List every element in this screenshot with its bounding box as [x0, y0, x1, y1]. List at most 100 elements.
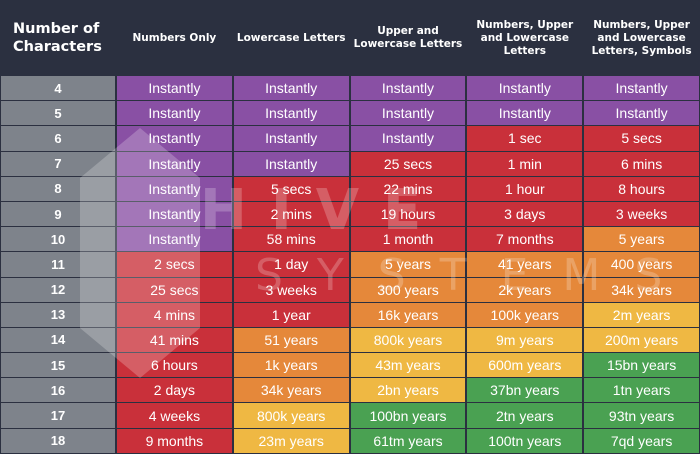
crack-time-cell: Instantly: [233, 151, 349, 176]
crack-time-cell: Instantly: [350, 76, 466, 101]
crack-time-cell: 7qd years: [584, 428, 699, 453]
crack-time-cell: Instantly: [117, 101, 232, 126]
crack-time-cell: 1tn years: [584, 378, 699, 403]
crack-time-cell: 16k years: [350, 302, 466, 327]
character-count: 9: [1, 201, 115, 227]
crack-time-cell: 1 min: [467, 151, 583, 176]
crack-time-cell: 3 weeks: [233, 277, 349, 302]
crack-time-cell: Instantly: [117, 151, 232, 176]
crack-time-cell: 23m years: [233, 428, 349, 453]
crack-time-cell: Instantly: [233, 76, 349, 101]
crack-time-cell: 4 mins: [117, 302, 232, 327]
crack-time-cell: 300 years: [350, 277, 466, 302]
crack-time-cell: 5 secs: [233, 176, 349, 201]
crack-time-cell: 5 secs: [584, 126, 699, 151]
crack-time-cell: 25 secs: [350, 151, 466, 176]
crack-time-cell: 100bn years: [350, 403, 466, 428]
character-count: 10: [1, 227, 115, 252]
table-row: 6 Instantly Instantly Instantly 1 sec 5 secs: [1, 126, 699, 151]
crack-time-cell: 34k years: [584, 277, 699, 302]
crack-time-cell: Instantly: [584, 101, 699, 126]
table-row: 18 9 months 23m years 61tm years 100tn years…: [1, 428, 699, 453]
crack-time-cell: 4 weeks: [117, 403, 232, 428]
header-lowercase: Lowercase Letters: [233, 1, 349, 75]
crack-time-cell: Instantly: [233, 101, 349, 126]
header-numbers-upper-lower: Numbers, Upper and Lowercase Letters: [467, 1, 583, 75]
character-count: 18: [1, 428, 115, 453]
crack-time-cell: 3 days: [467, 201, 583, 227]
character-count: 11: [1, 252, 115, 277]
crack-time-cell: Instantly: [350, 101, 466, 126]
crack-time-cell: Instantly: [117, 76, 232, 101]
header-numbers-only: Numbers Only: [117, 1, 232, 75]
table-row: 12 25 secs 3 weeks 300 years 2k years 34k yea…: [1, 277, 699, 302]
crack-time-cell: 1 hour: [467, 176, 583, 201]
table-row: 10 Instantly 58 mins 1 month 7 months 5 years: [1, 227, 699, 252]
character-count: 7: [1, 151, 115, 176]
crack-time-cell: 600m years: [467, 353, 583, 378]
crack-time-cell: 1k years: [233, 353, 349, 378]
crack-time-cell: 2bn years: [350, 378, 466, 403]
crack-time-cell: 34k years: [233, 378, 349, 403]
header-number-of-characters: Number of Characters: [1, 1, 115, 75]
table-row: 4 Instantly Instantly Instantly Instantly Ins…: [1, 76, 699, 101]
crack-time-cell: Instantly: [117, 201, 232, 227]
crack-time-cell: Instantly: [233, 126, 349, 151]
table-row: 15 6 hours 1k years 43m years 600m years 15bn…: [1, 353, 699, 378]
character-count: 8: [1, 176, 115, 201]
crack-time-cell: 800k years: [350, 327, 466, 353]
crack-time-cell: 1 day: [233, 252, 349, 277]
crack-time-cell: 200m years: [584, 327, 699, 353]
crack-time-cell: 2 secs: [117, 252, 232, 277]
crack-time-cell: 7 months: [467, 227, 583, 252]
crack-time-cell: 5 years: [350, 252, 466, 277]
crack-time-cell: 400 years: [584, 252, 699, 277]
crack-time-cell: 93tn years: [584, 403, 699, 428]
crack-time-cell: 1 sec: [467, 126, 583, 151]
crack-time-cell: 19 hours: [350, 201, 466, 227]
crack-time-cell: Instantly: [350, 126, 466, 151]
header-upper-lower: Upper and Lowercase Letters: [350, 1, 466, 75]
crack-time-cell: 2m years: [584, 302, 699, 327]
table-row: 8 Instantly 5 secs 22 mins 1 hour 8 hours: [1, 176, 699, 201]
crack-time-cell: 58 mins: [233, 227, 349, 252]
character-count: 4: [1, 76, 115, 101]
crack-time-cell: Instantly: [117, 176, 232, 201]
crack-time-cell: 37bn years: [467, 378, 583, 403]
character-count: 13: [1, 302, 115, 327]
crack-time-cell: Instantly: [467, 76, 583, 101]
crack-time-cell: 61tm years: [350, 428, 466, 453]
crack-time-cell: Instantly: [117, 227, 232, 252]
crack-time-cell: 100k years: [467, 302, 583, 327]
crack-time-cell: 2tn years: [467, 403, 583, 428]
crack-time-cell: 2 days: [117, 378, 232, 403]
crack-time-cell: 43m years: [350, 353, 466, 378]
table-row: 17 4 weeks 800k years 100bn years 2tn years 9…: [1, 403, 699, 428]
crack-time-cell: 1 year: [233, 302, 349, 327]
character-count: 16: [1, 378, 115, 403]
table-row: 16 2 days 34k years 2bn years 37bn years 1tn …: [1, 378, 699, 403]
character-count: 15: [1, 353, 115, 378]
table-row: 14 41 mins 51 years 800k years 9m years 200m …: [1, 327, 699, 353]
crack-time-cell: 1 month: [350, 227, 466, 252]
crack-time-cell: 6 mins: [584, 151, 699, 176]
table-row: 13 4 mins 1 year 16k years 100k years 2m year…: [1, 302, 699, 327]
crack-time-cell: 51 years: [233, 327, 349, 353]
table-row: 11 2 secs 1 day 5 years 41 years 400 years: [1, 252, 699, 277]
table-row: 9 Instantly 2 mins 19 hours 3 days 3 weeks: [1, 201, 699, 227]
crack-time-cell: Instantly: [467, 101, 583, 126]
crack-time-cell: Instantly: [584, 76, 699, 101]
crack-time-cell: 3 weeks: [584, 201, 699, 227]
character-count: 5: [1, 101, 115, 126]
crack-time-cell: 25 secs: [117, 277, 232, 302]
character-count: 12: [1, 277, 115, 302]
crack-time-cell: 8 hours: [584, 176, 699, 201]
crack-time-cell: 2k years: [467, 277, 583, 302]
crack-time-cell: 2 mins: [233, 201, 349, 227]
crack-time-cell: 800k years: [233, 403, 349, 428]
table-row: 5 Instantly Instantly Instantly Instantly Ins…: [1, 101, 699, 126]
crack-time-cell: 5 years: [584, 227, 699, 252]
crack-time-cell: 15bn years: [584, 353, 699, 378]
crack-time-cell: 9 months: [117, 428, 232, 453]
